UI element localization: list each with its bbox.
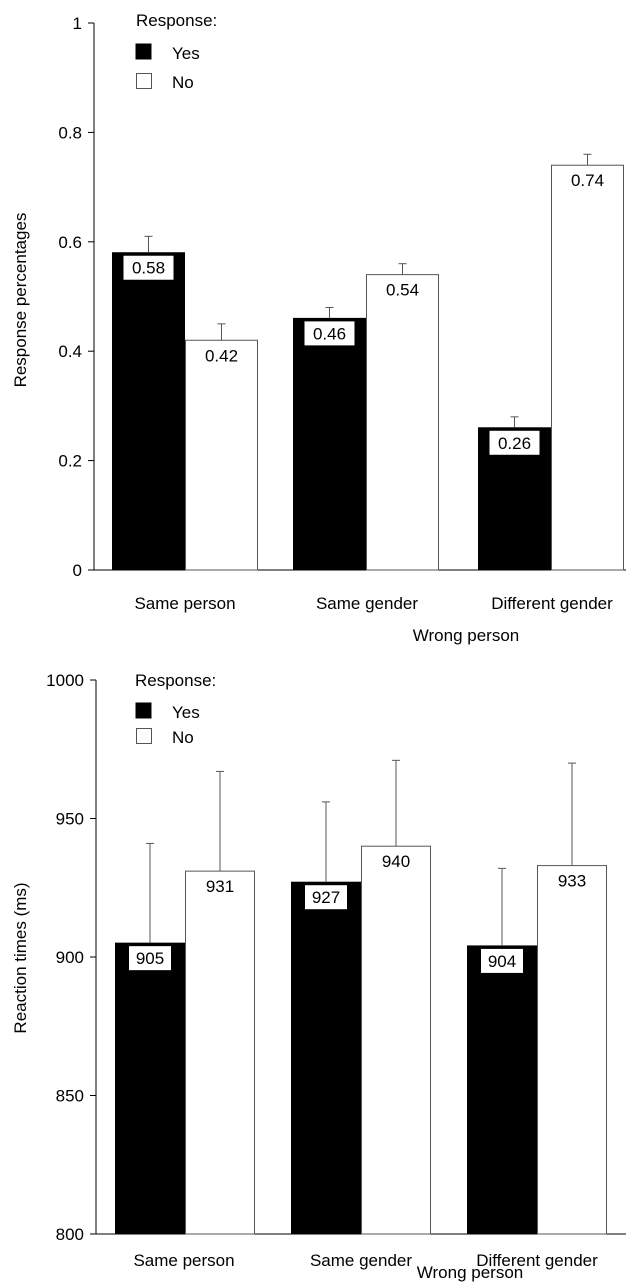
- data-label-box: [481, 948, 523, 973]
- bar-no-2: [551, 164, 624, 571]
- bar-yes-1: [291, 881, 361, 1235]
- x-axis: Same person Same gender Different gender W…: [94, 569, 626, 645]
- legend: Response: Yes No: [135, 671, 216, 747]
- data-label: 904: [488, 952, 516, 971]
- bar-yes-0: [115, 942, 185, 1235]
- bar-no-1: [366, 274, 439, 571]
- x-axis-title: Wrong person: [417, 1263, 523, 1282]
- category-label: Same gender: [316, 594, 418, 613]
- data-label: 0.74: [571, 171, 604, 190]
- y-tick-label: 800: [56, 1225, 84, 1244]
- y-tick-label: 950: [56, 810, 84, 829]
- bars: 0.58 0.42 0.46 0.54 0.26 0.74: [112, 153, 624, 571]
- category-labels: Same person Same gender Different gender: [133, 1251, 598, 1270]
- y-ticks: 0 0.2 0.4 0.6 0.8 1: [58, 14, 94, 580]
- y-tick-label: 0.4: [58, 342, 82, 361]
- bar-yes-0: [112, 252, 185, 571]
- legend: Response: Yes No: [135, 11, 217, 92]
- bar-no-0: [185, 870, 255, 1235]
- data-label: 905: [136, 949, 164, 968]
- category-label: Same person: [134, 594, 235, 613]
- y-ticks: 800 850 900 950 1000: [46, 671, 96, 1244]
- bar-no-0: [185, 339, 258, 571]
- data-label: 0.42: [205, 346, 238, 365]
- data-label: 0.26: [498, 434, 531, 453]
- legend-title: Response:: [136, 11, 217, 30]
- bar-no-1: [361, 845, 431, 1235]
- bar-yes-2: [467, 945, 537, 1235]
- y-axis: 800 850 900 950 1000 Reaction times (ms): [11, 671, 97, 1244]
- data-label: 0.58: [132, 259, 165, 278]
- x-axis: Same person Same gender Different gender W…: [96, 1233, 626, 1282]
- legend-label-yes: Yes: [172, 703, 200, 722]
- bar-no-2: [537, 865, 607, 1235]
- data-label-box: [489, 430, 540, 455]
- y-axis-title: Response percentages: [11, 213, 30, 388]
- data-label: 940: [382, 852, 410, 871]
- legend-label-yes: Yes: [172, 44, 200, 63]
- legend-swatch-yes: [135, 702, 152, 719]
- data-label: 0.46: [313, 324, 346, 343]
- data-label: 0.54: [386, 281, 419, 300]
- legend-label-no: No: [172, 73, 194, 92]
- y-tick-label: 1: [73, 14, 82, 33]
- bars: 905 931 927 940 904 933: [115, 759, 607, 1235]
- category-labels: Same person Same gender Different gender: [134, 594, 613, 613]
- chart-reaction-times: 800 850 900 950 1000 Reaction times (ms) Sam…: [11, 671, 626, 1282]
- data-label-box: [305, 885, 347, 910]
- y-tick-label: 0: [73, 561, 82, 580]
- legend-swatch-no: [136, 73, 152, 89]
- data-label-box: [123, 255, 174, 280]
- data-label: 931: [206, 877, 234, 896]
- y-axis-title: Reaction times (ms): [11, 882, 30, 1033]
- category-label: Same gender: [310, 1251, 412, 1270]
- legend-title: Response:: [135, 671, 216, 690]
- y-axis: 0 0.2 0.4 0.6 0.8 1 Response percentages: [11, 14, 95, 580]
- x-axis-title: Wrong person: [413, 626, 519, 645]
- y-tick-label: 0.8: [58, 123, 82, 142]
- category-label: Different gender: [476, 1251, 598, 1270]
- data-label: 933: [558, 872, 586, 891]
- legend-swatch-no: [136, 728, 152, 744]
- category-label: Different gender: [491, 594, 613, 613]
- data-label: 927: [312, 888, 340, 907]
- legend-swatch-yes: [135, 43, 152, 60]
- y-tick-label: 0.6: [58, 233, 82, 252]
- y-tick-label: 850: [56, 1087, 84, 1106]
- data-label-box: [304, 321, 355, 346]
- chart-response-percentages: 0 0.2 0.4 0.6 0.8 1 Response percentages Same…: [11, 11, 626, 645]
- y-tick-label: 1000: [46, 671, 84, 690]
- category-label: Same person: [133, 1251, 234, 1270]
- y-tick-label: 0.2: [58, 452, 82, 471]
- bar-yes-1: [293, 317, 366, 571]
- legend-label-no: No: [172, 728, 194, 747]
- y-tick-label: 900: [56, 948, 84, 967]
- data-label-box: [129, 946, 171, 971]
